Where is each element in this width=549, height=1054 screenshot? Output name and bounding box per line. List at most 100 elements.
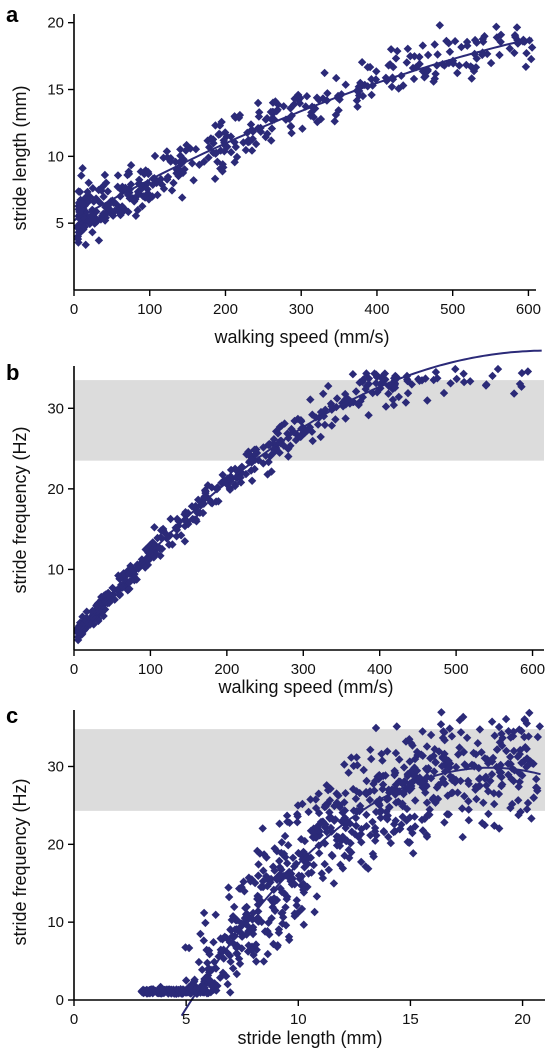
data-point bbox=[509, 746, 519, 756]
data-point bbox=[256, 896, 265, 905]
data-point bbox=[522, 805, 532, 814]
data-point bbox=[463, 41, 472, 50]
data-point bbox=[228, 912, 238, 921]
data-point bbox=[306, 111, 316, 120]
data-point bbox=[284, 932, 294, 941]
data-point bbox=[471, 782, 481, 791]
data-point bbox=[218, 160, 227, 169]
data-point bbox=[322, 781, 331, 790]
data-point bbox=[401, 398, 411, 407]
data-point bbox=[535, 722, 544, 731]
data-point bbox=[218, 167, 227, 176]
data-point bbox=[525, 708, 534, 718]
data-point bbox=[390, 820, 399, 829]
data-point bbox=[347, 848, 356, 857]
data-point bbox=[94, 236, 104, 245]
y-tick-label: 20 bbox=[47, 15, 64, 32]
data-point bbox=[284, 841, 293, 850]
data-point bbox=[330, 117, 339, 126]
data-point bbox=[273, 942, 282, 952]
data-point bbox=[378, 756, 387, 765]
data-point bbox=[402, 58, 411, 67]
data-point bbox=[150, 523, 159, 532]
data-point bbox=[243, 138, 253, 147]
data-point bbox=[93, 615, 102, 624]
data-point bbox=[506, 752, 515, 762]
data-point bbox=[299, 879, 308, 889]
data-point bbox=[230, 902, 239, 912]
data-point bbox=[362, 810, 371, 819]
data-point bbox=[253, 913, 263, 922]
data-point bbox=[478, 50, 487, 60]
data-point bbox=[363, 63, 372, 72]
data-point bbox=[205, 950, 214, 959]
data-point bbox=[199, 985, 208, 994]
data-point bbox=[153, 533, 162, 543]
data-point bbox=[341, 816, 351, 825]
data-point bbox=[199, 908, 209, 918]
x-tick-label: 0 bbox=[70, 661, 78, 678]
data-point bbox=[406, 767, 415, 776]
data-point bbox=[458, 804, 467, 813]
data-point bbox=[84, 213, 93, 223]
data-point bbox=[384, 61, 393, 70]
y-tick-label: 15 bbox=[47, 82, 64, 99]
data-point bbox=[422, 742, 432, 751]
data-point bbox=[99, 209, 108, 218]
data-point bbox=[368, 849, 378, 859]
data-point bbox=[472, 794, 481, 804]
data-point bbox=[115, 574, 124, 583]
fit-line bbox=[77, 349, 542, 634]
data-point bbox=[325, 813, 334, 822]
data-point bbox=[225, 938, 235, 947]
data-point bbox=[244, 873, 254, 882]
data-point bbox=[258, 824, 267, 833]
data-point bbox=[340, 798, 349, 807]
data-point bbox=[371, 836, 380, 845]
data-point bbox=[351, 794, 361, 803]
data-point bbox=[259, 866, 268, 875]
data-point bbox=[216, 973, 225, 982]
data-point bbox=[102, 178, 111, 187]
data-point bbox=[294, 871, 304, 880]
data-point bbox=[248, 923, 258, 932]
data-point bbox=[418, 751, 427, 760]
data-point bbox=[87, 210, 97, 220]
x-axis-label: walking speed (mm/s) bbox=[217, 677, 393, 697]
data-point bbox=[371, 807, 381, 817]
data-point bbox=[477, 748, 486, 757]
data-point bbox=[521, 743, 530, 752]
data-point bbox=[359, 375, 369, 384]
data-point bbox=[121, 183, 130, 192]
data-point bbox=[180, 537, 190, 546]
data-point bbox=[303, 859, 312, 868]
data-point bbox=[408, 741, 417, 750]
data-point bbox=[410, 822, 420, 831]
data-point bbox=[492, 22, 501, 31]
data-point bbox=[200, 486, 210, 495]
data-point bbox=[386, 838, 395, 848]
data-point bbox=[522, 49, 531, 58]
data-point bbox=[492, 745, 502, 754]
data-point bbox=[266, 107, 276, 117]
data-point bbox=[270, 844, 279, 853]
x-tick-label: 20 bbox=[514, 1011, 531, 1028]
data-point bbox=[478, 818, 487, 828]
data-point bbox=[347, 827, 356, 836]
data-point bbox=[204, 153, 213, 162]
data-point bbox=[405, 786, 414, 795]
data-point bbox=[82, 607, 91, 616]
data-point bbox=[501, 714, 511, 724]
data-point bbox=[410, 52, 419, 61]
data-point bbox=[495, 767, 504, 777]
data-point bbox=[513, 752, 522, 761]
data-point bbox=[225, 485, 235, 494]
data-point bbox=[88, 216, 98, 225]
data-point bbox=[482, 380, 491, 389]
data-point bbox=[277, 838, 286, 847]
data-point bbox=[261, 132, 270, 142]
data-point bbox=[484, 787, 493, 796]
data-point bbox=[456, 728, 466, 737]
data-point bbox=[354, 400, 363, 410]
data-point bbox=[279, 102, 288, 111]
